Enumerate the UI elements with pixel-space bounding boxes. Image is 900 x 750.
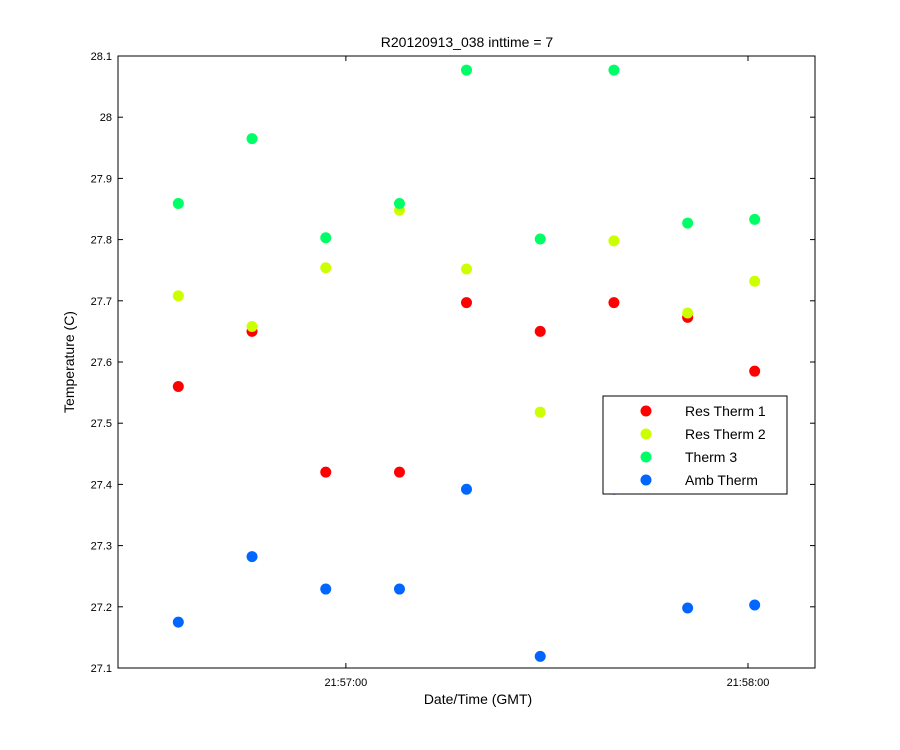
data-point xyxy=(246,321,258,333)
data-point xyxy=(534,325,546,337)
y-tick-label: 27.5 xyxy=(91,418,112,430)
data-point xyxy=(393,583,405,595)
legend-label: Therm 3 xyxy=(685,449,737,465)
x-axis: 21:57:00 21:58:00 xyxy=(324,56,769,689)
data-point xyxy=(172,290,184,302)
data-point xyxy=(246,551,258,563)
y-tick-label: 27.1 xyxy=(91,663,112,675)
y-tick-label: 27.6 xyxy=(91,357,112,369)
data-point xyxy=(534,233,546,245)
x-tick-label: 21:58:00 xyxy=(727,677,770,689)
data-point xyxy=(749,275,761,287)
y-tick-label: 28.1 xyxy=(91,51,112,63)
legend-box xyxy=(602,395,788,495)
data-point xyxy=(749,599,761,611)
data-point xyxy=(534,406,546,418)
data-point xyxy=(608,64,620,76)
legend-label: Res Therm 2 xyxy=(685,426,766,442)
legend-marker xyxy=(640,428,652,440)
data-point xyxy=(393,197,405,209)
legend-marker xyxy=(640,405,652,417)
data-point xyxy=(320,232,332,244)
chart-title: R20120913_038 inttime = 7 xyxy=(381,34,554,50)
data-point xyxy=(461,297,472,309)
legend: Res Therm 1 Res Therm 2 Therm 3 Amb Therm xyxy=(602,395,788,495)
y-tick-label: 28 xyxy=(100,112,112,124)
data-point xyxy=(682,217,694,229)
legend-marker xyxy=(640,451,652,463)
data-point xyxy=(320,466,332,478)
y-axis-title: Temperature (C) xyxy=(61,311,77,413)
legend-label: Amb Therm xyxy=(685,472,758,488)
data-point xyxy=(172,380,184,392)
data-point xyxy=(608,235,620,247)
data-point xyxy=(461,64,472,76)
y-tick-label: 27.8 xyxy=(91,235,112,247)
data-point xyxy=(393,466,405,478)
data-point xyxy=(682,307,694,319)
y-tick-label: 27.2 xyxy=(91,602,112,614)
y-tick-label: 27.3 xyxy=(91,541,112,553)
data-point xyxy=(461,263,472,275)
data-point xyxy=(172,616,184,628)
data-point xyxy=(172,197,184,209)
y-tick-label: 27.4 xyxy=(91,479,112,491)
data-point xyxy=(608,297,620,309)
data-point xyxy=(320,583,332,595)
data-point xyxy=(246,133,258,145)
x-axis-title: Date/Time (GMT) xyxy=(424,691,532,707)
legend-marker xyxy=(640,474,652,486)
data-point xyxy=(461,483,472,495)
plot-area xyxy=(117,55,816,669)
y-axis: 27.1 27.2 27.3 27.4 27.5 27.6 27.7 27.8 27.9 28 28… xyxy=(91,51,815,675)
x-tick-label: 21:57:00 xyxy=(324,677,367,689)
data-point xyxy=(534,650,546,662)
data-point xyxy=(682,602,694,614)
y-tick-label: 27.9 xyxy=(91,173,112,185)
y-tick-label: 27.7 xyxy=(91,296,112,308)
legend-label: Res Therm 1 xyxy=(685,403,766,419)
data-point xyxy=(749,213,761,225)
data-point xyxy=(320,262,332,274)
data-point xyxy=(749,365,761,377)
